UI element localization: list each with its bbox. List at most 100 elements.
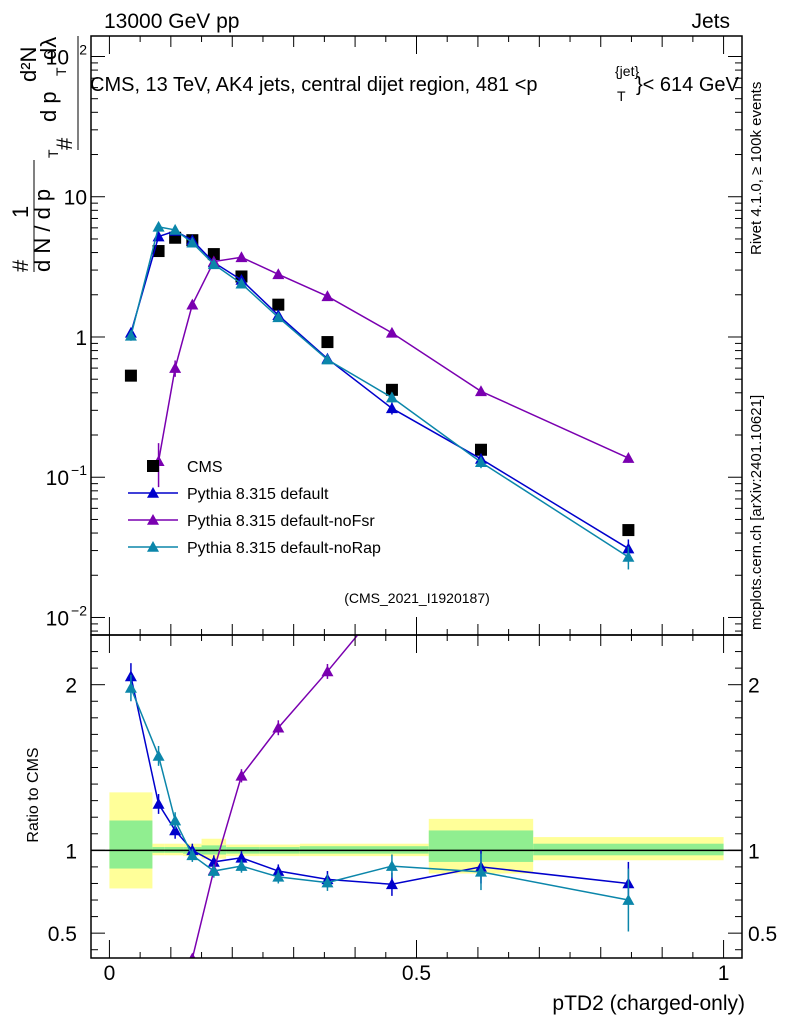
ratio-y-axis-label: Ratio to CMS — [25, 747, 42, 842]
ylabel-hash: # — [8, 259, 33, 272]
ratio-y-tick-label-right: 2 — [748, 675, 760, 698]
svg-text:CMS, 13 TeV, AK4 jets, central: CMS, 13 TeV, AK4 jets, central dijet reg… — [90, 74, 538, 96]
ratio-panel: 0.5 0.5 1 1 2 2 0 0.5 1 — [48, 470, 777, 1016]
data-point-cms — [272, 298, 285, 311]
series-pythia-8-315-default — [124, 224, 635, 560]
y-tick-label: 10 — [46, 467, 69, 490]
data-point-triangle — [385, 402, 398, 414]
data-point-triangle — [474, 385, 487, 397]
legend-marker-triangle — [147, 487, 159, 498]
data-point-cms — [124, 369, 137, 382]
ratio-series-pythia-8-315-default-norap — [124, 674, 635, 932]
ratio-data-point — [124, 682, 137, 693]
legend-label-norap: Pythia 8.315 default-noRap — [187, 540, 381, 557]
ratio-data-point — [235, 769, 248, 781]
ylabel-denominator-sub: T — [45, 149, 61, 158]
ratio-data-point — [169, 990, 181, 1001]
ratio-y-tick-label: 0.5 — [48, 923, 77, 946]
analysis-watermark: (CMS_2021_I1920187) — [344, 590, 490, 606]
ratio-data-point — [474, 865, 487, 877]
data-point-cms — [207, 248, 220, 261]
ratio-y-ticks: 0.5 0.5 1 1 2 2 — [48, 651, 777, 951]
ratio-y-tick-label: 2 — [65, 675, 77, 698]
ratio-data-point — [207, 855, 220, 867]
title-sup: {jet} — [615, 63, 639, 79]
y-tick-label: 10 — [46, 607, 69, 630]
legend-label-default: Pythia 8.315 default — [187, 486, 329, 503]
ratio-data-point — [152, 797, 165, 809]
data-point-triangle — [272, 311, 285, 323]
ratio-data-point — [622, 894, 635, 905]
data-point-triangle — [321, 290, 334, 302]
data-point-triangle — [321, 353, 334, 365]
ratio-data-point — [152, 749, 165, 761]
ratio-data-point — [235, 860, 248, 871]
ylabel-one: 1 — [8, 206, 33, 218]
y-tick-label: 10 — [46, 46, 69, 69]
series-pythia-8-315-default-norap — [124, 220, 635, 570]
data-point-triangle — [152, 220, 165, 232]
ratio-y-tick-label: 1 — [65, 840, 77, 863]
legend-label-cms: CMS — [187, 459, 223, 476]
data-point-triangle — [169, 362, 182, 373]
ratio-data-point — [272, 721, 285, 733]
data-point-triangle — [622, 452, 635, 463]
y-tick-label-group: 1 — [75, 327, 87, 350]
title-prefix: CMS, 13 TeV, AK4 jets, central dijet reg… — [90, 74, 526, 96]
data-point-triangle — [622, 550, 635, 562]
ylabel-inner-den-sub: T — [53, 67, 69, 76]
x-tick-label: 1 — [718, 962, 730, 985]
ratio-data-point — [189, 952, 196, 958]
ratio-data-point — [153, 1005, 165, 1016]
ratio-data-point — [475, 578, 487, 589]
rivet-version-label: Rivet 4.1.0, ≥ 100k events — [748, 82, 765, 255]
data-point-triangle — [152, 230, 165, 242]
y-tick-label-exponent: 2 — [79, 41, 87, 57]
data-point-triangle — [186, 236, 199, 248]
title-suffix: }< 614 GeV — [636, 74, 740, 96]
header-energy-label: 13000 GeV pp — [104, 10, 239, 33]
ratio-data-point — [235, 851, 248, 863]
data-point-cms — [474, 443, 487, 456]
uncertainty-band-inner — [109, 820, 153, 869]
x-tick-label: 0 — [104, 962, 116, 985]
main-y-axis-label: # 1 d N / d p T # d²N d p T dλ — [8, 36, 79, 272]
x-ticks: 0 0.5 1 — [104, 635, 730, 985]
y-tick-label-group: 10 — [64, 187, 87, 210]
ratio-bands — [109, 792, 724, 889]
ratio-y-tick-label-right: 1 — [748, 840, 760, 863]
y-tick-label: 1 — [75, 327, 87, 350]
title-p: p — [526, 74, 537, 96]
x-tick-label: 0.5 — [402, 962, 431, 985]
legend-marker-triangle — [147, 541, 159, 552]
ylabel-inner-num: d²N — [16, 47, 41, 82]
data-point-triangle — [235, 277, 248, 289]
data-point-triangle — [235, 251, 248, 263]
legend-markers — [128, 460, 178, 552]
ratio-line — [191, 635, 359, 958]
data-point-cms — [622, 524, 635, 537]
ylabel-inner-num-hash: # — [52, 137, 77, 150]
legend-marker-square — [147, 460, 159, 472]
main-title: CMS, 13 TeV, AK4 jets, central dijet reg… — [90, 63, 740, 104]
data-point-triangle — [124, 329, 137, 341]
data-point-cms — [321, 336, 334, 349]
x-axis-label: pTD2 (charged-only) — [552, 992, 745, 1015]
ratio-data-point — [272, 870, 285, 882]
data-point-cms — [385, 383, 398, 396]
uncertainty-band-inner — [533, 843, 724, 856]
data-point-triangle — [186, 298, 199, 310]
data-point-triangle — [169, 223, 182, 235]
header-jets-label: Jets — [691, 10, 730, 33]
legend-marker-triangle — [147, 514, 159, 525]
ratio-data-point — [169, 814, 182, 826]
data-point-triangle — [207, 258, 220, 270]
ratio-data-point — [207, 865, 220, 876]
mcplots-label: mcplots.cern.ch [arXiv:2401.10621] — [748, 395, 765, 630]
y-tick-label-group: 10 −2 — [46, 602, 88, 630]
ratio-data-point — [321, 665, 334, 677]
ratio-data-point — [622, 470, 634, 481]
series-line — [157, 256, 629, 462]
